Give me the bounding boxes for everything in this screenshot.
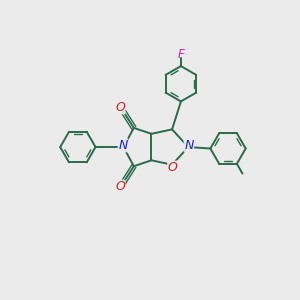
- Text: N: N: [118, 139, 128, 152]
- Text: O: O: [115, 101, 125, 114]
- Text: O: O: [115, 180, 125, 193]
- Text: F: F: [178, 48, 184, 61]
- Text: N: N: [184, 139, 194, 152]
- Text: O: O: [168, 161, 178, 174]
